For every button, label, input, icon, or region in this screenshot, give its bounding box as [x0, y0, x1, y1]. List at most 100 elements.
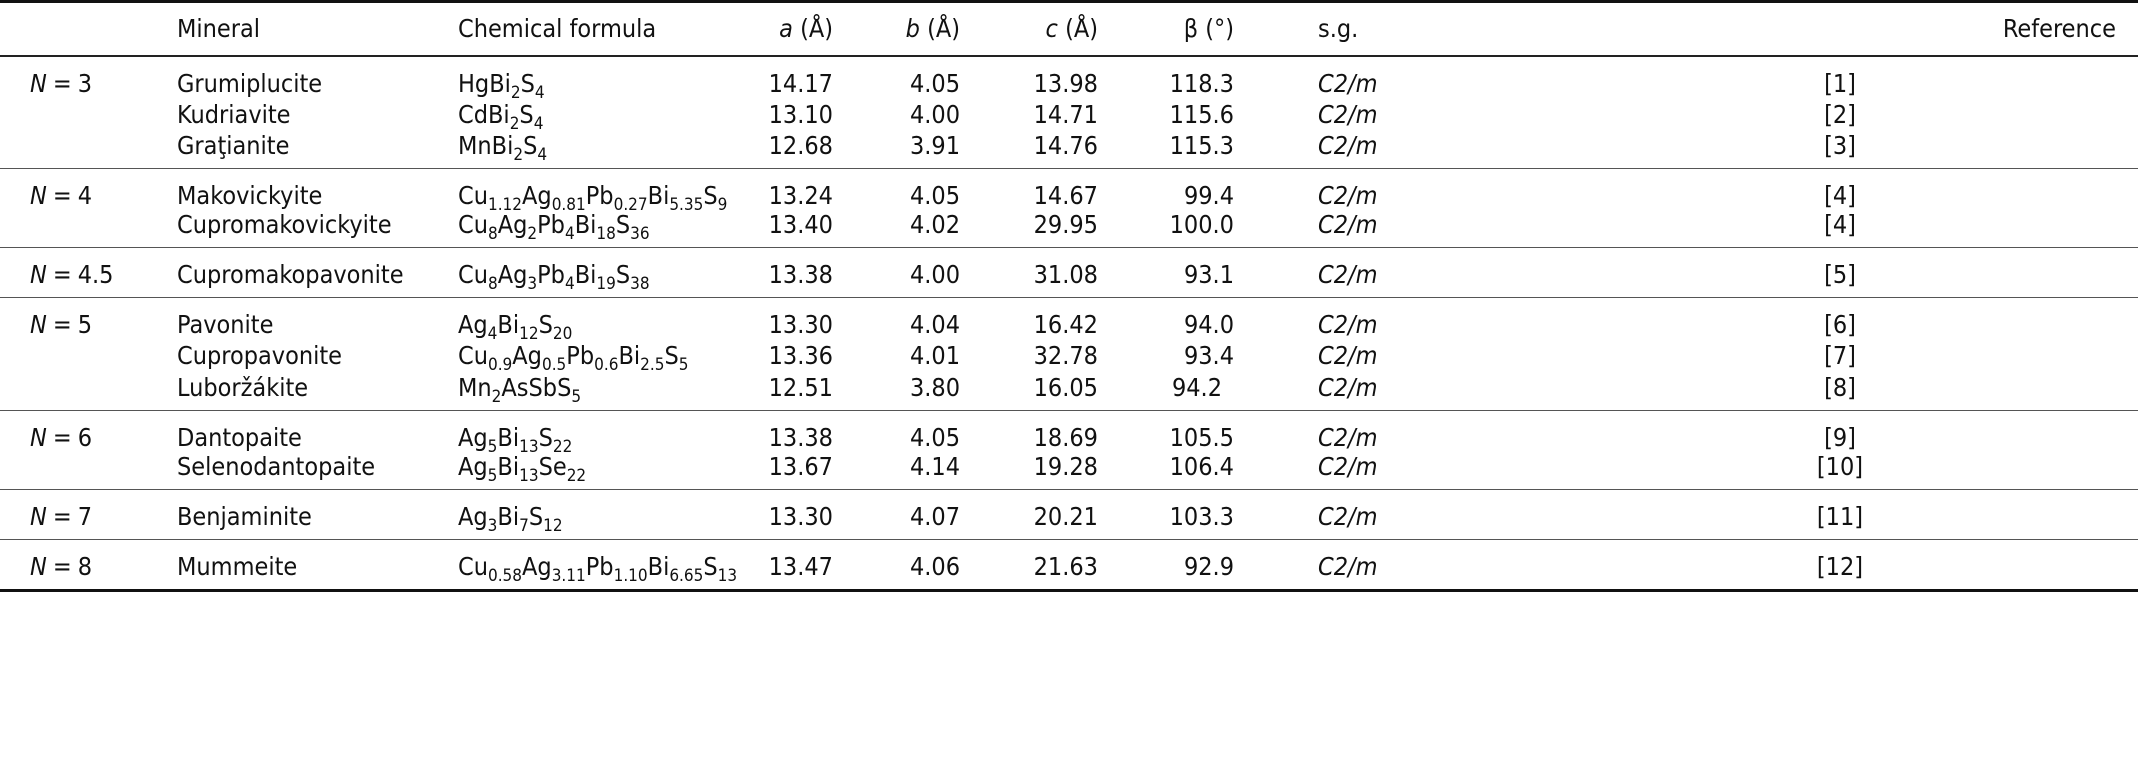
lattice-c: 31.08	[960, 247, 1098, 298]
chemical-formula: Mn2AsSbS5	[458, 373, 758, 411]
equals-sign: =	[52, 551, 72, 581]
formula-element: Mn	[458, 372, 492, 402]
formula-subscript: 2	[513, 145, 524, 166]
chemical-formula: Cu8Ag2Pb4Bi18S36	[458, 210, 758, 248]
reference-link[interactable]: [10]	[1816, 451, 1864, 481]
header-a-symbol: a	[779, 14, 793, 44]
formula-element: S	[703, 551, 718, 581]
formula-element: Pb	[585, 551, 614, 581]
space-group: C2/m	[1318, 341, 1378, 371]
reference-link[interactable]: [6]	[1824, 310, 1856, 340]
lattice-b: 4.05	[909, 68, 960, 98]
reference-cell: [11]	[1402, 488, 2138, 540]
formula-element: Ag	[458, 422, 488, 452]
formula-element: Bi	[647, 551, 670, 581]
reference-link[interactable]: [4]	[1824, 210, 1856, 240]
formula-subscript: 2	[491, 386, 502, 407]
equals-sign: =	[52, 310, 72, 340]
reference-link[interactable]: [4]	[1824, 181, 1856, 211]
formula-element: Bi	[647, 181, 670, 211]
lattice-c: 13.98	[1033, 68, 1098, 98]
lattice-a: 13.40	[768, 210, 833, 240]
header-b-symbol: b	[905, 14, 920, 44]
lattice-a: 13.67	[768, 451, 833, 481]
lattice-beta: 99.4	[1098, 168, 1234, 211]
formula-element: Cu	[458, 341, 488, 371]
reference-link[interactable]: [9]	[1824, 422, 1856, 452]
n-symbol: N	[30, 260, 47, 290]
header-row: Mineral Chemical formula a (Å) b (Å) c (…	[0, 0, 2138, 57]
mineral-name: Cupromakopavonite	[177, 247, 458, 298]
formula-subscript: 5	[678, 355, 689, 376]
lattice-c: 18.69	[960, 409, 1098, 452]
formula-subscript: 8	[487, 274, 498, 295]
formula-subscript: 18	[596, 224, 616, 245]
lattice-c: 20.21	[960, 488, 1098, 540]
formula-element: Bi	[488, 99, 510, 129]
mineral-name: Pavonite	[177, 297, 458, 340]
formula-subscript: 4	[564, 274, 575, 295]
group-label	[0, 373, 177, 411]
formula-element: Ag	[522, 551, 552, 581]
reference-link[interactable]: [7]	[1824, 341, 1856, 371]
n-symbol: N	[30, 422, 47, 452]
lattice-beta: 115.3	[1169, 131, 1234, 161]
formula-element: Ag	[458, 310, 488, 340]
header-c-symbol: c	[1045, 14, 1058, 44]
lattice-c: 16.05	[1033, 372, 1098, 402]
header-c: c (Å)	[960, 0, 1098, 57]
formula-element: Ag	[497, 260, 528, 290]
reference-cell: [5]	[1402, 247, 2138, 298]
formula-subscript: 19	[596, 274, 616, 295]
header-formula: Chemical formula	[458, 0, 758, 57]
formula-element: Se	[538, 451, 567, 481]
mineral-name: Benjaminite	[177, 488, 458, 540]
lattice-beta: 93.1	[1098, 247, 1234, 298]
formula-element: Ag	[512, 341, 542, 371]
table-row: Cupropavonite Cu0.9Ag0.5Pb0.6Bi2.5S5 13.36…	[0, 339, 2138, 373]
mineral-name: Grumiplucite	[177, 68, 323, 98]
reference-link[interactable]: [2]	[1824, 99, 1856, 129]
formula-subscript: 13	[519, 436, 539, 457]
lattice-a: 13.24	[758, 168, 833, 211]
formula-element: Bi	[574, 210, 597, 240]
reference-link[interactable]: [8]	[1824, 372, 1856, 402]
table-row: N = 4 Makovickyite Cu1.12Ag0.81Pb0.27Bi5.35S…	[0, 168, 2138, 214]
table-header: Mineral Chemical formula a (Å) b (Å) c (…	[0, 0, 2138, 57]
lattice-beta: 106.4	[1169, 451, 1234, 481]
reference-link[interactable]: [3]	[1824, 131, 1856, 161]
space-group: C2/m	[1234, 538, 1402, 592]
lattice-beta: 94.2	[1171, 372, 1222, 402]
formula-element: Bi	[574, 260, 597, 290]
chemical-formula: Cu1.12Ag0.81Pb0.27Bi5.35S9	[458, 168, 758, 214]
reference-link[interactable]: [5]	[1824, 260, 1856, 290]
lattice-beta: 105.5	[1098, 409, 1234, 452]
reference-link[interactable]: [12]	[1816, 551, 1864, 581]
reference-cell: [4]	[1402, 168, 2138, 211]
header-beta: β (°)	[1098, 0, 1234, 57]
reference-cell: [8]	[1402, 373, 2138, 411]
space-group: C2/m	[1318, 131, 1378, 161]
table-row: N = 3 Grumiplucite HgBi2S4 14.17 4.05 13.98 118.…	[0, 56, 2138, 101]
formula-subscript: 12	[519, 324, 539, 345]
group-label	[0, 131, 177, 169]
equals-sign: =	[52, 181, 72, 211]
lattice-b: 4.05	[833, 168, 960, 211]
n-value: 8	[77, 551, 92, 581]
formula-element: Mn	[458, 131, 492, 161]
table-row: N = 4.5 Cupromakopavonite Cu8Ag3Pb4Bi19S38 13…	[0, 247, 2138, 298]
group-label	[0, 98, 177, 132]
formula-subscript: 2	[527, 224, 538, 245]
formula-element: Ag	[522, 181, 552, 211]
chemical-formula: HgBi2S4	[458, 56, 758, 101]
formula-subscript: 36	[630, 224, 650, 245]
reference-link[interactable]: [11]	[1816, 501, 1864, 531]
formula-subscript: 0.5	[541, 355, 567, 376]
n-symbol: N	[30, 181, 47, 211]
reference-link[interactable]: [1]	[1824, 68, 1856, 98]
formula-subscript: 4	[534, 82, 545, 103]
formula-element: Cu	[458, 181, 488, 211]
formula-element: Ag	[497, 210, 528, 240]
formula-subscript: 22	[552, 436, 573, 457]
header-space-group: s.g.	[1234, 0, 1402, 57]
